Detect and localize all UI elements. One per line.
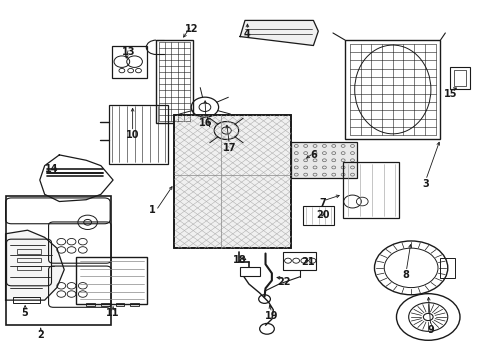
Text: 10: 10 [126, 130, 139, 140]
Text: 1: 1 [149, 206, 155, 216]
Bar [283, 252, 317, 270]
Text: 16: 16 [199, 118, 213, 128]
Bar [86, 303, 95, 306]
Bar [130, 303, 139, 306]
Bar [303, 206, 334, 225]
Polygon shape [5, 230, 64, 300]
Bar [112, 45, 147, 78]
Text: 6: 6 [310, 150, 317, 160]
Bar [116, 303, 124, 306]
Bar [13, 297, 40, 303]
Bar [454, 70, 466, 86]
Bar [156, 40, 193, 123]
Text: 8: 8 [403, 270, 410, 280]
Bar [240, 267, 260, 276]
Bar [109, 105, 168, 164]
Bar [441, 258, 455, 278]
Bar [101, 303, 110, 306]
Bar [17, 258, 41, 262]
Text: 19: 19 [265, 311, 279, 321]
Polygon shape [240, 21, 318, 45]
Bar [343, 162, 399, 218]
Text: 22: 22 [277, 277, 291, 287]
Text: 9: 9 [427, 325, 434, 335]
Text: 17: 17 [222, 143, 236, 153]
Text: 13: 13 [122, 46, 135, 57]
Bar [450, 67, 470, 89]
Text: 18: 18 [233, 255, 247, 265]
Bar [174, 116, 292, 248]
Bar [345, 40, 441, 139]
Text: 7: 7 [320, 198, 326, 208]
Bar [17, 249, 41, 253]
Text: 4: 4 [244, 29, 251, 39]
Bar [17, 266, 41, 270]
Bar [5, 196, 111, 325]
Text: 15: 15 [443, 89, 457, 99]
Text: 12: 12 [185, 24, 198, 35]
Text: 11: 11 [106, 309, 120, 318]
Text: 5: 5 [22, 309, 28, 318]
Bar [292, 142, 357, 178]
Text: 3: 3 [422, 179, 429, 189]
Text: 14: 14 [45, 164, 59, 174]
Text: 21: 21 [301, 257, 314, 267]
Text: 20: 20 [317, 210, 330, 220]
Bar [174, 116, 292, 248]
Bar [76, 257, 147, 304]
Text: 2: 2 [37, 330, 44, 340]
